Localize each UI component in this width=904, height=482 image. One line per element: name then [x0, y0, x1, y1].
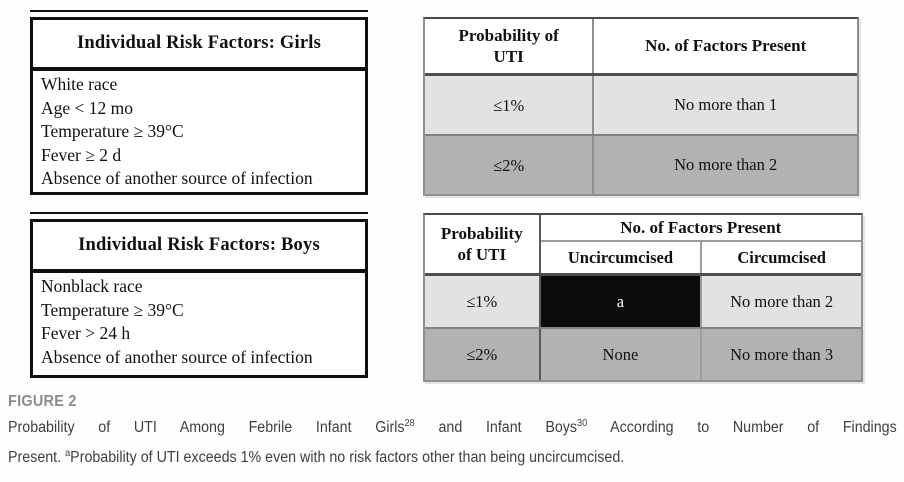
girls-probability-header-row: Probability of UTI No. of Factors Presen… [425, 19, 857, 76]
table-row: ≤1% No more than 1 [425, 76, 857, 134]
subheader-row: Uncircumcised Circumcised [540, 242, 861, 273]
girls-risk-factor-item: Absence of another source of infection [41, 168, 313, 188]
girls-risk-factor-item: Age < 12 mo [41, 97, 134, 118]
probability-cell: ≤1% [425, 276, 541, 327]
girls-risk-factor-item: White race [41, 74, 118, 94]
uncircumcised-footnote-cell: a [540, 276, 703, 327]
header-line: Probability of [458, 26, 559, 45]
boys-risk-factor-item: Nonblack race [41, 276, 143, 296]
no-of-factors-header: No. of Factors Present [594, 19, 857, 73]
boys-risk-factors-table: Individual Risk Factors: Boys Nonblack r… [30, 219, 368, 378]
header-line: UTI [493, 47, 524, 66]
reference-superscript-28: 28 [404, 417, 415, 429]
factors-cell: No more than 1 [674, 95, 778, 114]
figure-caption: Probability of UTI Among Febrile Infant … [8, 413, 897, 473]
girls-risk-factors-title: Individual Risk Factors: Girls [33, 20, 365, 71]
no-of-factors-group-header: No. of Factors Present [540, 215, 861, 242]
probability-cell: ≤1% [425, 76, 595, 134]
girls-table-top-rule [30, 10, 368, 12]
figure-label: FIGURE 2 [8, 393, 77, 410]
boys-risk-factors-title: Individual Risk Factors: Boys [33, 222, 365, 273]
girls-risk-factor-item: Fever ≥ 2 d [41, 144, 122, 165]
caption-text: and Infant Boys [414, 419, 578, 436]
footnote-superscript-a: a [65, 447, 71, 459]
circumcised-cell: No more than 3 [702, 329, 861, 380]
header-line: Probability [440, 224, 523, 243]
header-line: of UTI [457, 245, 507, 264]
boys-probability-header-row: Probability of UTI No. of Factors Presen… [425, 215, 861, 276]
probability-cell: ≤2% [425, 136, 595, 194]
figure-caption-line1: Probability of UTI Among Febrile Infant … [8, 413, 897, 443]
caption-text: Probability of UTI exceeds 1% even with … [70, 449, 625, 466]
factors-header-group: No. of Factors Present Uncircumcised Cir… [540, 215, 861, 273]
uncircumcised-cell: None [540, 329, 703, 380]
boys-table-top-rule [30, 212, 368, 214]
boys-risk-factor-item: Absence of another source of infection [41, 346, 313, 367]
girls-probability-table: Probability of UTI No. of Factors Presen… [423, 17, 859, 196]
caption-text: Present. [8, 449, 66, 466]
table-row: ≤2% No more than 2 [425, 134, 857, 194]
table-row: ≤1% a No more than 2 [425, 276, 861, 327]
boys-risk-factor-item: Fever > 24 h [41, 323, 131, 343]
probability-cell: ≤2% [425, 329, 541, 380]
figure-caption-line2: Present. aProbability of UTI exceeds 1% … [8, 443, 897, 473]
reference-superscript-30: 30 [577, 417, 588, 429]
subheader-circumcised: Circumcised [702, 242, 861, 273]
caption-text: According to Number of Findings [587, 419, 897, 436]
boys-risk-factors-list: Nonblack race Temperature ≥ 39°C Fever >… [33, 273, 365, 371]
probability-of-uti-header: Probability of UTI [425, 215, 541, 273]
probability-of-uti-header: Probability of UTI [425, 19, 595, 73]
girls-risk-factors-table: Individual Risk Factors: Girls White rac… [30, 17, 368, 195]
boys-risk-factor-item: Temperature ≥ 39°C [41, 299, 184, 320]
subheader-uncircumcised: Uncircumcised [540, 242, 703, 273]
table-row: ≤2% None No more than 3 [425, 327, 861, 380]
factors-cell: No more than 2 [674, 155, 778, 174]
girls-risk-factors-list: White race Age < 12 mo Temperature ≥ 39°… [33, 71, 365, 193]
girls-risk-factor-item: Temperature ≥ 39°C [41, 121, 184, 141]
circumcised-cell: No more than 2 [702, 276, 861, 327]
caption-text: Probability of UTI Among Febrile Infant … [8, 419, 405, 436]
boys-probability-table: Probability of UTI No. of Factors Presen… [423, 213, 863, 382]
